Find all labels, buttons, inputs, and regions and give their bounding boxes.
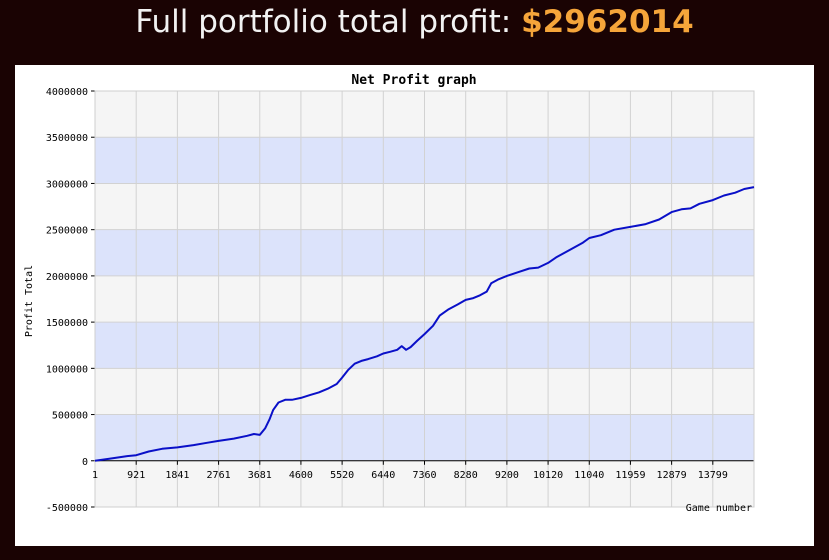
plot-border — [94, 90, 755, 508]
x-tick-label: 9200 — [495, 470, 519, 481]
x-tick-label: 3681 — [248, 470, 272, 481]
x-tick-label: 1 — [92, 470, 98, 481]
y-tick-label: 500000 — [52, 411, 88, 422]
y-tick-label: 2500000 — [46, 226, 88, 237]
x-tick-label: 5520 — [330, 470, 354, 481]
y-tick-label: 3000000 — [46, 179, 88, 190]
x-tick-label: 13799 — [698, 470, 728, 481]
total-profit-amount: $2962014 — [521, 4, 694, 40]
y-tick-label: 1000000 — [46, 364, 88, 375]
y-tick-labels: -500000 0 500000 1000000 1500000 2000000 25000… — [46, 87, 88, 514]
series-group — [94, 186, 755, 462]
chart-panel: -500000 0 500000 1000000 1500000 2000000 25000… — [15, 65, 814, 546]
axes — [91, 90, 755, 508]
x-axis-label: Game number — [686, 503, 752, 514]
y-axis-label: Profit Total — [24, 265, 35, 337]
x-tick-label: 8280 — [454, 470, 478, 481]
profit-series-line — [94, 186, 755, 462]
y-tick-label: 3500000 — [46, 133, 88, 144]
x-tick-label: 6440 — [371, 470, 395, 481]
x-tick-label: 1841 — [165, 470, 189, 481]
x-tick-label: 921 — [127, 470, 145, 481]
x-tick-label: 10120 — [533, 470, 563, 481]
y-tick-label: 0 — [82, 457, 88, 468]
x-tick-label: 12879 — [657, 470, 687, 481]
y-tick-label: 1500000 — [46, 318, 88, 329]
x-tick-label: 11040 — [574, 470, 604, 481]
x-tick-label: 11959 — [615, 470, 645, 481]
x-tick-label: 4600 — [289, 470, 313, 481]
x-tick-labels: 1 921 1841 2761 3681 4600 5520 6440 7360 8280 9200… — [92, 470, 728, 481]
y-tick-label: 4000000 — [46, 87, 88, 98]
chart-title: Net Profit graph — [351, 73, 476, 88]
portfolio-header: Full portfolio total profit: $2962014 — [0, 0, 829, 46]
y-tick-label: 2000000 — [46, 272, 88, 283]
x-tick-label: 7360 — [412, 470, 436, 481]
x-tick-label: 2761 — [207, 470, 231, 481]
y-tick-label: -500000 — [46, 503, 88, 514]
header-label: Full portfolio total profit: — [135, 4, 512, 40]
net-profit-chart: -500000 0 500000 1000000 1500000 2000000 25000… — [24, 73, 755, 514]
